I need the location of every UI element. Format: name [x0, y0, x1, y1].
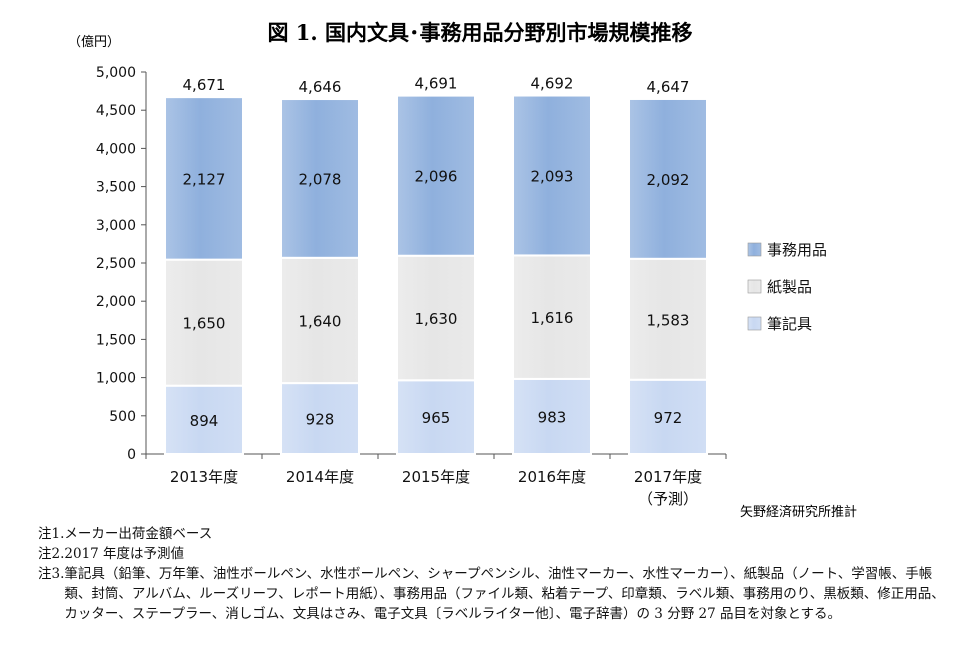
y-tick-label: 0: [127, 447, 136, 463]
x-tick-label: 2017年度: [634, 468, 702, 486]
x-tick-label: 2016年度: [518, 468, 586, 486]
footnote-label: 注3.: [38, 566, 65, 582]
legend-swatch: [747, 279, 762, 294]
data-label: 1,583: [647, 311, 690, 329]
bar-segment: [280, 382, 360, 455]
x-tick-label: 2015年度: [402, 468, 470, 486]
footnote-text: 2017 年度は予測値: [64, 546, 185, 562]
footnote-label: 注1.: [38, 526, 65, 542]
data-label: 965: [422, 409, 451, 427]
data-label: 2,093: [531, 167, 574, 185]
chart-title: 図 1. 国内文具･事務用品分野別市場規模推移: [267, 20, 692, 45]
x-tick-sublabel: （予測）: [638, 490, 698, 508]
data-label: 1,650: [183, 315, 226, 333]
y-tick-label: 2,500: [96, 256, 136, 272]
data-label: 2,127: [183, 170, 226, 188]
total-label: 4,646: [299, 78, 342, 96]
bar-segment: [628, 97, 708, 260]
footnote-1: 注1. メーカー出荷金額ベース: [38, 524, 958, 544]
footnote-label: 注2.: [38, 546, 65, 562]
data-label: 1,616: [531, 309, 574, 327]
bar-segment: [164, 258, 244, 387]
footnote-3: 注3. 筆記具（鉛筆、万年筆、油性ボールペン、水性ボールペン、シャープペンシル、…: [38, 564, 958, 624]
source-note: 矢野経済研究所推計: [740, 504, 857, 520]
y-tick-label: 4,500: [96, 103, 136, 119]
footnote-2: 注2. 2017 年度は予測値: [38, 544, 958, 564]
data-label: 2,092: [647, 171, 690, 189]
legend-swatch: [747, 316, 762, 331]
footnote-text: メーカー出荷金額ベース: [64, 526, 213, 542]
bar-segment: [512, 254, 592, 380]
total-label: 4,647: [647, 78, 690, 96]
total-label: 4,671: [183, 76, 226, 94]
bar-segment: [396, 379, 476, 455]
stacked-bar-chart: 図 1. 国内文具･事務用品分野別市場規模推移 （億円） 0 500 1,000 1,…: [68, 20, 857, 520]
bar-segment: [164, 384, 244, 455]
y-tick-label: 5,000: [96, 65, 136, 81]
bars: 894 1,650 2,127 4,671 2013年度 928 1,640 2,078 4,6…: [164, 75, 708, 508]
legend-label: 筆記具: [767, 315, 812, 333]
bar-segment: [280, 256, 360, 385]
bar-segment: [164, 96, 244, 261]
data-label: 2,096: [415, 168, 458, 186]
y-tick-label: 1,500: [96, 332, 136, 348]
bar-segment: [280, 98, 360, 259]
y-tick-label: 3,500: [96, 180, 136, 196]
data-label: 1,640: [299, 312, 342, 330]
y-tick-label: 2,000: [96, 294, 136, 310]
data-label: 972: [654, 409, 683, 427]
y-tick-label: 1,000: [96, 371, 136, 387]
total-label: 4,692: [531, 75, 574, 93]
legend-label: 紙製品: [767, 278, 812, 296]
legend-label: 事務用品: [767, 241, 827, 259]
x-tick-label: 2013年度: [170, 468, 238, 486]
y-tick-label: 500: [109, 409, 136, 425]
total-label: 4,691: [415, 75, 458, 93]
bar-segment: [396, 94, 476, 257]
data-label: 894: [190, 412, 219, 430]
x-tick-label: 2014年度: [286, 468, 354, 486]
data-label: 1,630: [415, 310, 458, 328]
data-label: 2,078: [299, 170, 342, 188]
data-label: 983: [538, 408, 567, 426]
axes: 0 500 1,000 1,500 2,000 2,500 3,000 3,500 4,000 4…: [96, 65, 727, 463]
y-tick-label: 3,000: [96, 218, 136, 234]
data-label: 928: [306, 411, 335, 429]
legend-swatch: [747, 242, 762, 257]
footnotes: 注1. メーカー出荷金額ベース 注2. 2017 年度は予測値 注3. 筆記具（…: [38, 524, 958, 624]
bar-segment: [628, 257, 708, 381]
y-tick-label: 4,000: [96, 141, 136, 157]
bar-segment: [512, 377, 592, 455]
bar-segment: [512, 94, 592, 257]
footnote-text: 筆記具（鉛筆、万年筆、油性ボールペン、水性ボールペン、シャープペンシル、油性マー…: [64, 566, 945, 622]
unit-label: （億円）: [68, 34, 120, 50]
